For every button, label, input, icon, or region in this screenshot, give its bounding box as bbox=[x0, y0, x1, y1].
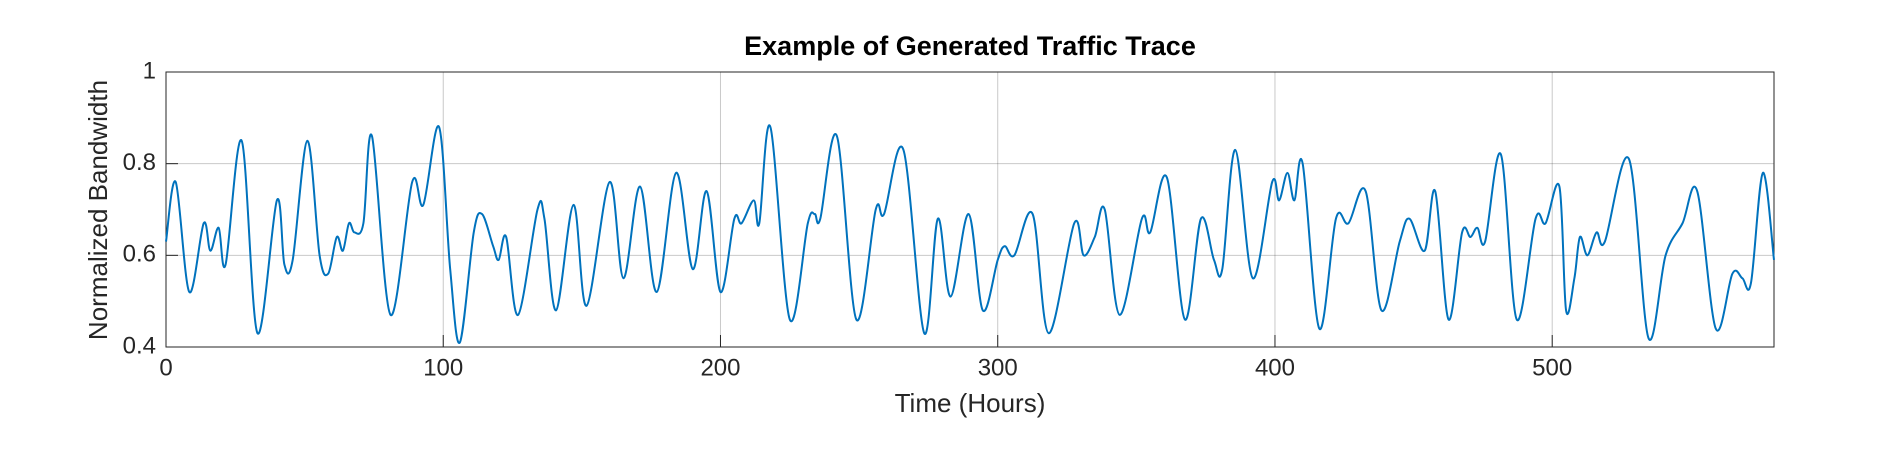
y-tick-label: 0.4 bbox=[123, 332, 156, 359]
y-tick-label: 0.8 bbox=[123, 149, 156, 176]
data-line bbox=[165, 124, 1775, 344]
x-tick-label: 500 bbox=[1532, 354, 1572, 381]
x-tick-label: 200 bbox=[700, 354, 740, 381]
x-tick-label: 0 bbox=[159, 354, 172, 381]
x-tick-label: 300 bbox=[978, 354, 1018, 381]
y-axis-label: Normalized Bandwidth bbox=[83, 80, 113, 340]
x-axis-label: Time (Hours) bbox=[895, 388, 1046, 418]
chart-title: Example of Generated Traffic Trace bbox=[744, 31, 1196, 61]
y-tick-label: 0.6 bbox=[123, 241, 156, 268]
x-tick-label: 400 bbox=[1255, 354, 1295, 381]
x-tick-label: 100 bbox=[423, 354, 463, 381]
y-tick-label: 1 bbox=[143, 57, 156, 84]
plot-frame bbox=[165, 71, 1775, 348]
